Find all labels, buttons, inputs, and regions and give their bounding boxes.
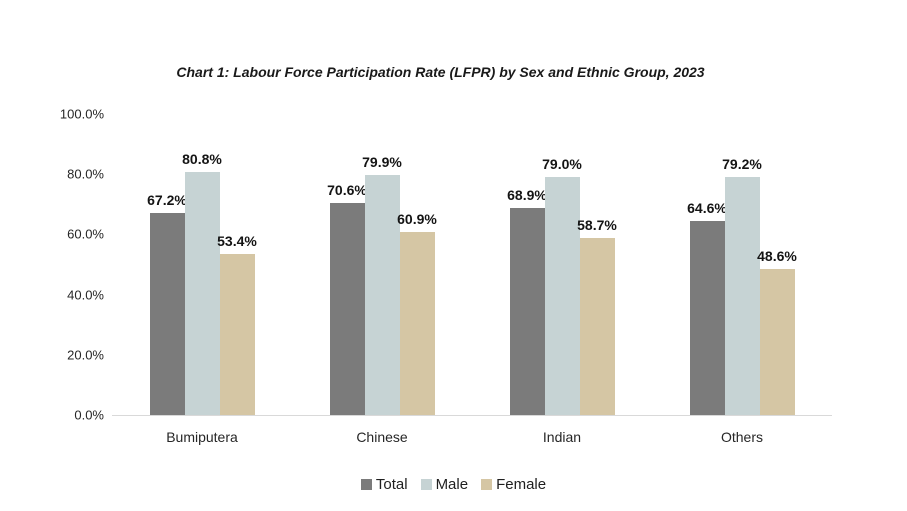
legend-item-female: Female <box>481 476 546 493</box>
bar-cluster: 67.2% 80.8% 53.4% <box>147 114 257 415</box>
bar-total: 67.2% <box>147 192 187 415</box>
legend-label: Female <box>496 476 547 493</box>
legend-swatch <box>420 479 432 490</box>
category-label: Chinese <box>356 429 408 445</box>
category-label: Others <box>720 429 763 445</box>
bar-male: 80.8% <box>182 151 222 415</box>
y-tick-label: 0.0% <box>74 407 104 423</box>
bar-female: 58.7% <box>577 217 617 415</box>
bar-value-label: 58.7% <box>577 217 617 234</box>
bar-value-label: 64.6% <box>687 199 727 216</box>
bar-value-label: 60.9% <box>397 210 437 227</box>
bar-total: 64.6% <box>687 200 727 415</box>
bar-total: 68.9% <box>507 187 547 415</box>
legend-item-male: Male <box>420 476 469 493</box>
bar-value-label: 79.2% <box>722 155 762 172</box>
bar-group: 67.2% 80.8% 53.4% Bumiputera <box>112 114 292 445</box>
bar-value-label: 79.0% <box>542 156 582 173</box>
y-tick-label: 80.0% <box>67 166 104 182</box>
category-label: Bumiputera <box>166 429 238 445</box>
y-tick-label: 60.0% <box>67 226 104 242</box>
plot-area: 67.2% 80.8% 53.4% Bumiputera 70.6% 79.9% 60.9%… <box>112 114 832 445</box>
bar-male: 79.2% <box>722 156 762 415</box>
y-tick-label: 20.0% <box>67 347 104 363</box>
bar-value-label: 48.6% <box>757 247 797 264</box>
bar-value-label: 70.6% <box>327 181 367 198</box>
legend-swatch <box>481 479 493 490</box>
bar-cluster: 68.9% 79.0% 58.7% <box>507 114 617 415</box>
legend: Total Male Female <box>0 476 907 493</box>
bar-cluster: 64.6% 79.2% 48.6% <box>687 114 797 415</box>
bar-value-label: 80.8% <box>182 150 222 167</box>
bar-total: 70.6% <box>327 182 367 415</box>
bar-female: 48.6% <box>757 248 797 415</box>
bar-value-label: 53.4% <box>217 233 257 250</box>
bar-group: 70.6% 79.9% 60.9% Chinese <box>292 114 472 445</box>
legend-item-total: Total <box>360 476 408 493</box>
y-axis: 100.0% 80.0% 60.0% 40.0% 20.0% 0.0% <box>0 107 104 423</box>
bar-male: 79.9% <box>362 154 402 415</box>
bar-group: 68.9% 79.0% 58.7% Indian <box>472 114 652 445</box>
legend-swatch <box>360 479 372 490</box>
bar-value-label: 67.2% <box>147 191 187 208</box>
bar-value-label: 68.9% <box>507 186 547 203</box>
legend-label: Total <box>375 476 408 493</box>
chart-title: Chart 1: Labour Force Participation Rate… <box>176 64 705 80</box>
bar-female: 60.9% <box>397 211 437 415</box>
bar-female: 53.4% <box>217 233 257 415</box>
legend-label: Male <box>435 476 469 493</box>
bar-group: 64.6% 79.2% 48.6% Others <box>652 114 832 445</box>
y-tick-label: 40.0% <box>67 287 104 303</box>
bar-cluster: 70.6% 79.9% 60.9% <box>327 114 437 415</box>
y-tick-label: 100.0% <box>59 106 104 122</box>
category-label: Indian <box>542 429 582 445</box>
bar-male: 79.0% <box>542 156 582 415</box>
bar-value-label: 79.9% <box>362 153 402 170</box>
